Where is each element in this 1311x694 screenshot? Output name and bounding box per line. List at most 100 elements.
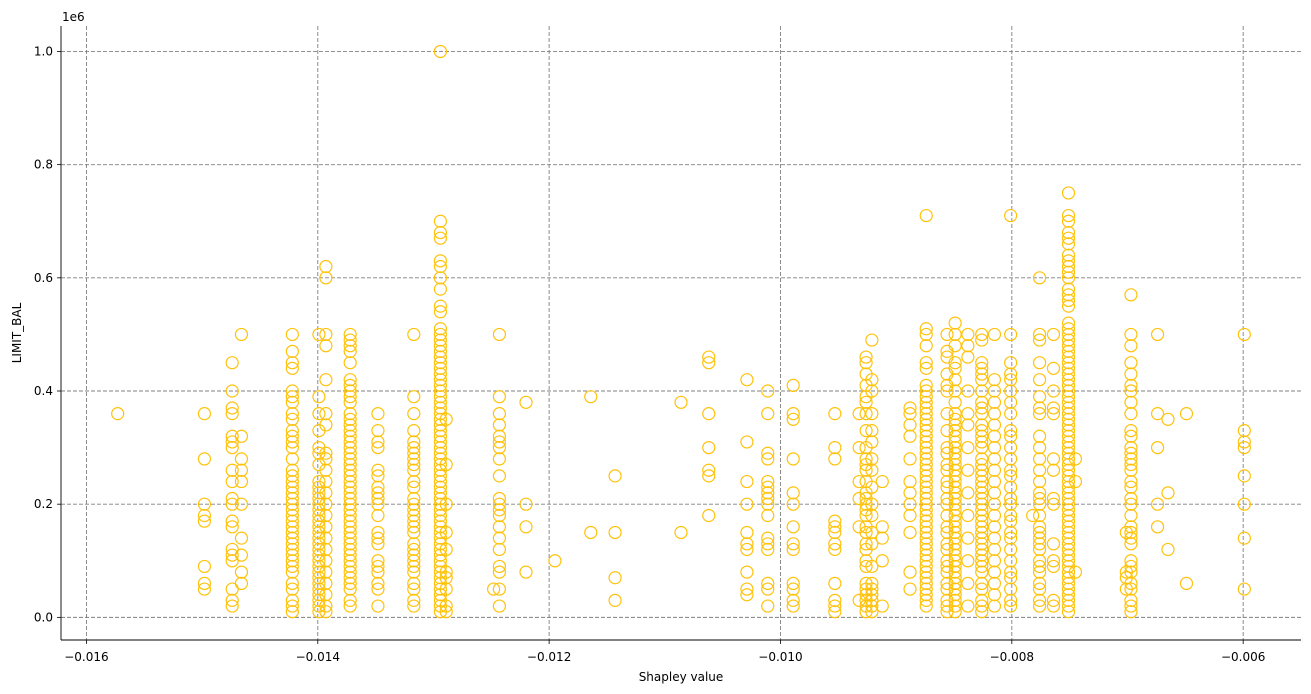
data-point bbox=[859, 356, 873, 370]
data-point bbox=[1061, 350, 1076, 364]
data-point bbox=[761, 384, 775, 398]
data-point bbox=[1124, 440, 1138, 455]
data-point bbox=[1061, 401, 1076, 415]
data-point bbox=[433, 339, 448, 353]
data-point bbox=[948, 531, 962, 545]
data-point bbox=[948, 412, 962, 426]
data-point bbox=[961, 508, 975, 523]
data-point bbox=[875, 520, 889, 534]
data-point bbox=[225, 474, 239, 489]
data-point bbox=[371, 565, 385, 579]
data-point bbox=[975, 559, 989, 574]
data-point bbox=[343, 508, 357, 523]
data-point bbox=[865, 588, 879, 602]
x-tick-label: −0.016 bbox=[64, 650, 108, 664]
data-point bbox=[1124, 356, 1138, 370]
data-point bbox=[285, 440, 299, 455]
data-point bbox=[433, 424, 448, 438]
data-point bbox=[343, 384, 357, 398]
data-point bbox=[1150, 327, 1165, 342]
data-point bbox=[608, 593, 622, 607]
data-point bbox=[975, 463, 989, 477]
y-tick-label: 0.0 bbox=[34, 610, 53, 624]
data-point bbox=[1004, 593, 1018, 607]
data-point bbox=[1124, 531, 1138, 545]
data-point bbox=[225, 514, 239, 528]
data-point bbox=[828, 605, 842, 619]
data-point bbox=[961, 384, 975, 398]
data-point bbox=[407, 565, 421, 579]
data-point bbox=[1061, 259, 1076, 274]
data-point bbox=[1004, 429, 1018, 443]
data-point bbox=[234, 497, 249, 511]
data-point bbox=[319, 418, 333, 432]
data-point bbox=[371, 440, 385, 455]
data-point bbox=[343, 565, 357, 579]
data-point bbox=[865, 384, 879, 398]
data-point bbox=[1124, 367, 1138, 381]
data-point bbox=[1046, 401, 1061, 415]
data-point bbox=[852, 407, 866, 421]
data-point bbox=[343, 531, 357, 545]
data-point bbox=[975, 525, 989, 540]
data-point bbox=[343, 582, 357, 596]
data-point bbox=[343, 503, 357, 517]
data-point bbox=[1046, 361, 1061, 375]
data-point bbox=[865, 605, 879, 619]
data-point bbox=[948, 576, 962, 591]
data-point bbox=[961, 554, 975, 568]
data-point bbox=[343, 373, 357, 387]
data-point bbox=[1061, 214, 1076, 228]
data-point bbox=[343, 446, 357, 460]
data-point bbox=[919, 599, 933, 613]
data-point bbox=[407, 491, 421, 506]
data-point bbox=[1004, 463, 1018, 477]
data-point bbox=[948, 407, 962, 421]
data-point bbox=[948, 463, 962, 477]
data-point bbox=[343, 429, 357, 443]
data-point bbox=[433, 469, 448, 483]
data-point bbox=[1237, 497, 1251, 511]
data-point bbox=[919, 520, 933, 534]
data-point bbox=[492, 503, 506, 517]
data-point bbox=[961, 463, 975, 477]
data-point bbox=[865, 435, 879, 449]
data-point bbox=[285, 429, 299, 443]
data-point bbox=[343, 435, 357, 449]
data-point bbox=[1032, 373, 1047, 387]
data-point bbox=[1032, 333, 1047, 347]
data-point bbox=[371, 480, 385, 494]
data-point bbox=[987, 395, 1002, 409]
y-tick-label: 0.4 bbox=[34, 384, 53, 398]
data-point bbox=[961, 327, 975, 342]
data-point bbox=[433, 282, 448, 296]
data-point bbox=[961, 407, 975, 421]
data-point bbox=[433, 514, 448, 528]
data-point bbox=[859, 508, 873, 523]
data-point bbox=[1046, 384, 1061, 398]
data-point bbox=[234, 548, 249, 562]
data-point bbox=[903, 407, 917, 421]
data-point bbox=[285, 356, 299, 370]
data-point bbox=[285, 593, 299, 607]
data-point bbox=[1061, 373, 1076, 387]
data-point bbox=[1046, 554, 1061, 568]
data-point bbox=[234, 576, 249, 591]
data-point bbox=[225, 384, 239, 398]
data-point bbox=[225, 429, 239, 443]
data-point bbox=[865, 407, 879, 421]
data-point bbox=[1061, 327, 1076, 342]
data-point bbox=[919, 531, 933, 545]
data-point bbox=[285, 520, 299, 534]
data-point bbox=[487, 582, 501, 596]
data-point bbox=[312, 508, 326, 523]
data-point bbox=[1032, 440, 1047, 455]
data-point bbox=[1061, 588, 1076, 602]
data-point bbox=[319, 452, 333, 466]
data-point bbox=[865, 593, 879, 607]
data-point bbox=[319, 576, 333, 591]
data-point bbox=[407, 593, 421, 607]
data-point bbox=[1061, 231, 1076, 245]
data-point bbox=[987, 407, 1002, 421]
data-point bbox=[433, 327, 448, 342]
